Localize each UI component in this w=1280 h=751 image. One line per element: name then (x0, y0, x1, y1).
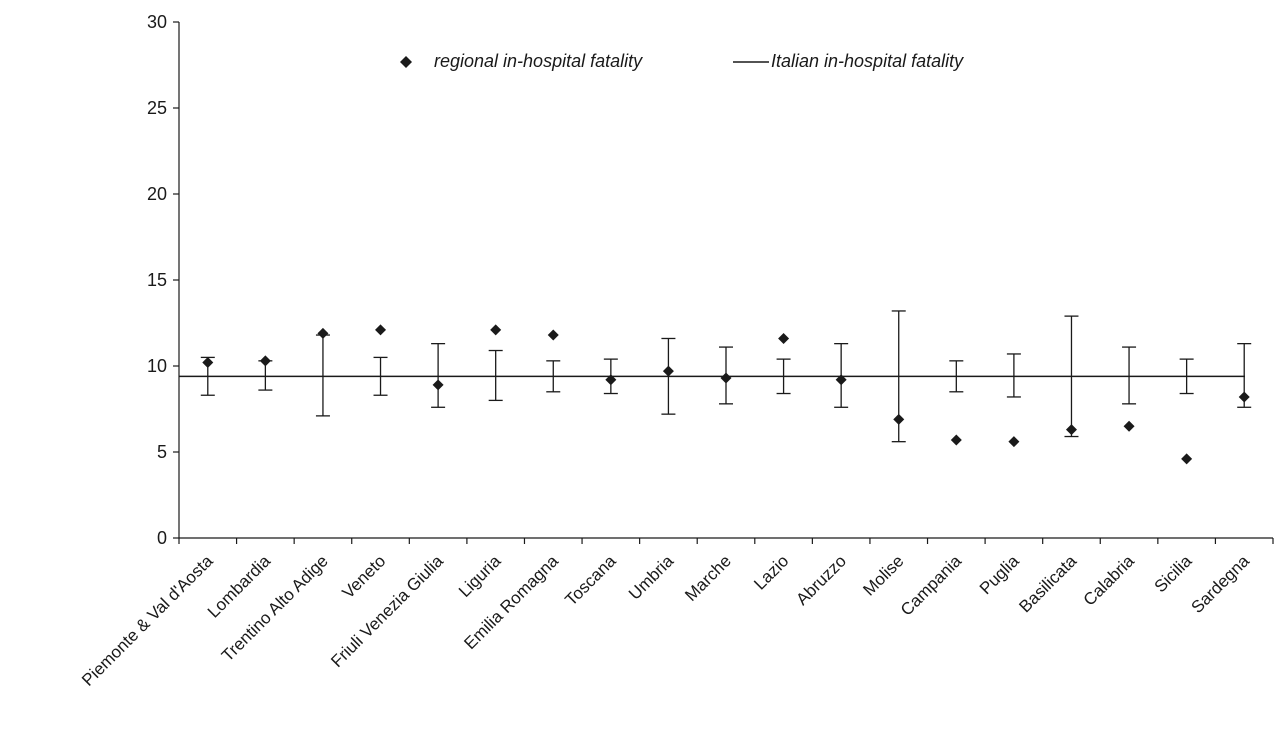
x-tick-label: Molise (859, 551, 907, 599)
x-tick-label: Trentino Alto Adige (218, 551, 332, 665)
regional-fatality-point (1181, 453, 1193, 465)
legend-label-regional: regional in-hospital fatality (434, 51, 643, 71)
regional-fatality-point (1008, 436, 1020, 448)
error-bar (1122, 346, 1137, 405)
legend-diamond-marker (400, 56, 412, 68)
x-tick-label: Sardegna (1187, 551, 1253, 617)
error-bar (1179, 358, 1194, 395)
x-tick-label: Marche (681, 551, 735, 605)
error-bar (373, 356, 388, 396)
x-tick-label: Umbria (625, 551, 678, 604)
x-tick-label: Campania (897, 551, 966, 620)
x-tick-label: Sicilia (1151, 551, 1196, 596)
regional-fatality-point (490, 324, 502, 336)
x-tick-label: Friuli Venezia Giulia (327, 551, 447, 671)
regional-fatality-point (893, 413, 905, 425)
regional-fatality-point (950, 434, 962, 446)
x-tick-label: Veneto (338, 551, 389, 602)
y-tick-label: 15 (147, 270, 167, 290)
y-tick-label: 30 (147, 12, 167, 32)
y-tick-label: 5 (157, 442, 167, 462)
regional-fatality-point (202, 357, 214, 369)
error-bar (431, 342, 446, 408)
regional-fatality-point (1065, 424, 1077, 436)
x-tick-label: Calabria (1080, 551, 1139, 610)
x-tick-label: Basilicata (1015, 551, 1080, 616)
regional-fatality-point (1123, 420, 1135, 432)
x-tick-label: Puglia (976, 551, 1023, 598)
x-tick-label: Piemonte & Val d'Aosta (78, 551, 217, 690)
regional-fatality-point (317, 327, 329, 339)
regional-fatality-point (778, 332, 790, 344)
error-bar (1064, 315, 1079, 438)
regional-fatality-point (605, 374, 617, 386)
regional-fatality-point (547, 329, 559, 341)
error-bar (488, 349, 503, 402)
error-bar (776, 358, 791, 395)
error-bar (315, 334, 330, 417)
x-tick-label: Toscana (561, 551, 620, 610)
y-tick-label: 20 (147, 184, 167, 204)
y-tick-label: 25 (147, 98, 167, 118)
y-tick-label: 10 (147, 356, 167, 376)
x-tick-label: Abruzzo (792, 551, 850, 609)
regional-fatality-point (259, 355, 271, 367)
regional-fatality-point (662, 365, 674, 377)
legend-label-italian: Italian in-hospital fatality (771, 51, 964, 71)
error-bar (949, 360, 964, 393)
y-tick-label: 0 (157, 528, 167, 548)
regional-fatality-point (835, 374, 847, 386)
regional-fatality-point (432, 379, 444, 391)
points-layer (202, 324, 1250, 465)
error-bar (546, 360, 561, 393)
legend: regional in-hospital fatality Italian in… (400, 51, 964, 71)
x-tick-label: Lazio (750, 551, 792, 593)
regional-fatality-point (375, 324, 387, 336)
x-tick-label: Liguria (455, 551, 505, 601)
regional-fatality-point (720, 372, 732, 384)
regional-fatality-point (1238, 391, 1250, 403)
error-bar (1006, 353, 1021, 398)
